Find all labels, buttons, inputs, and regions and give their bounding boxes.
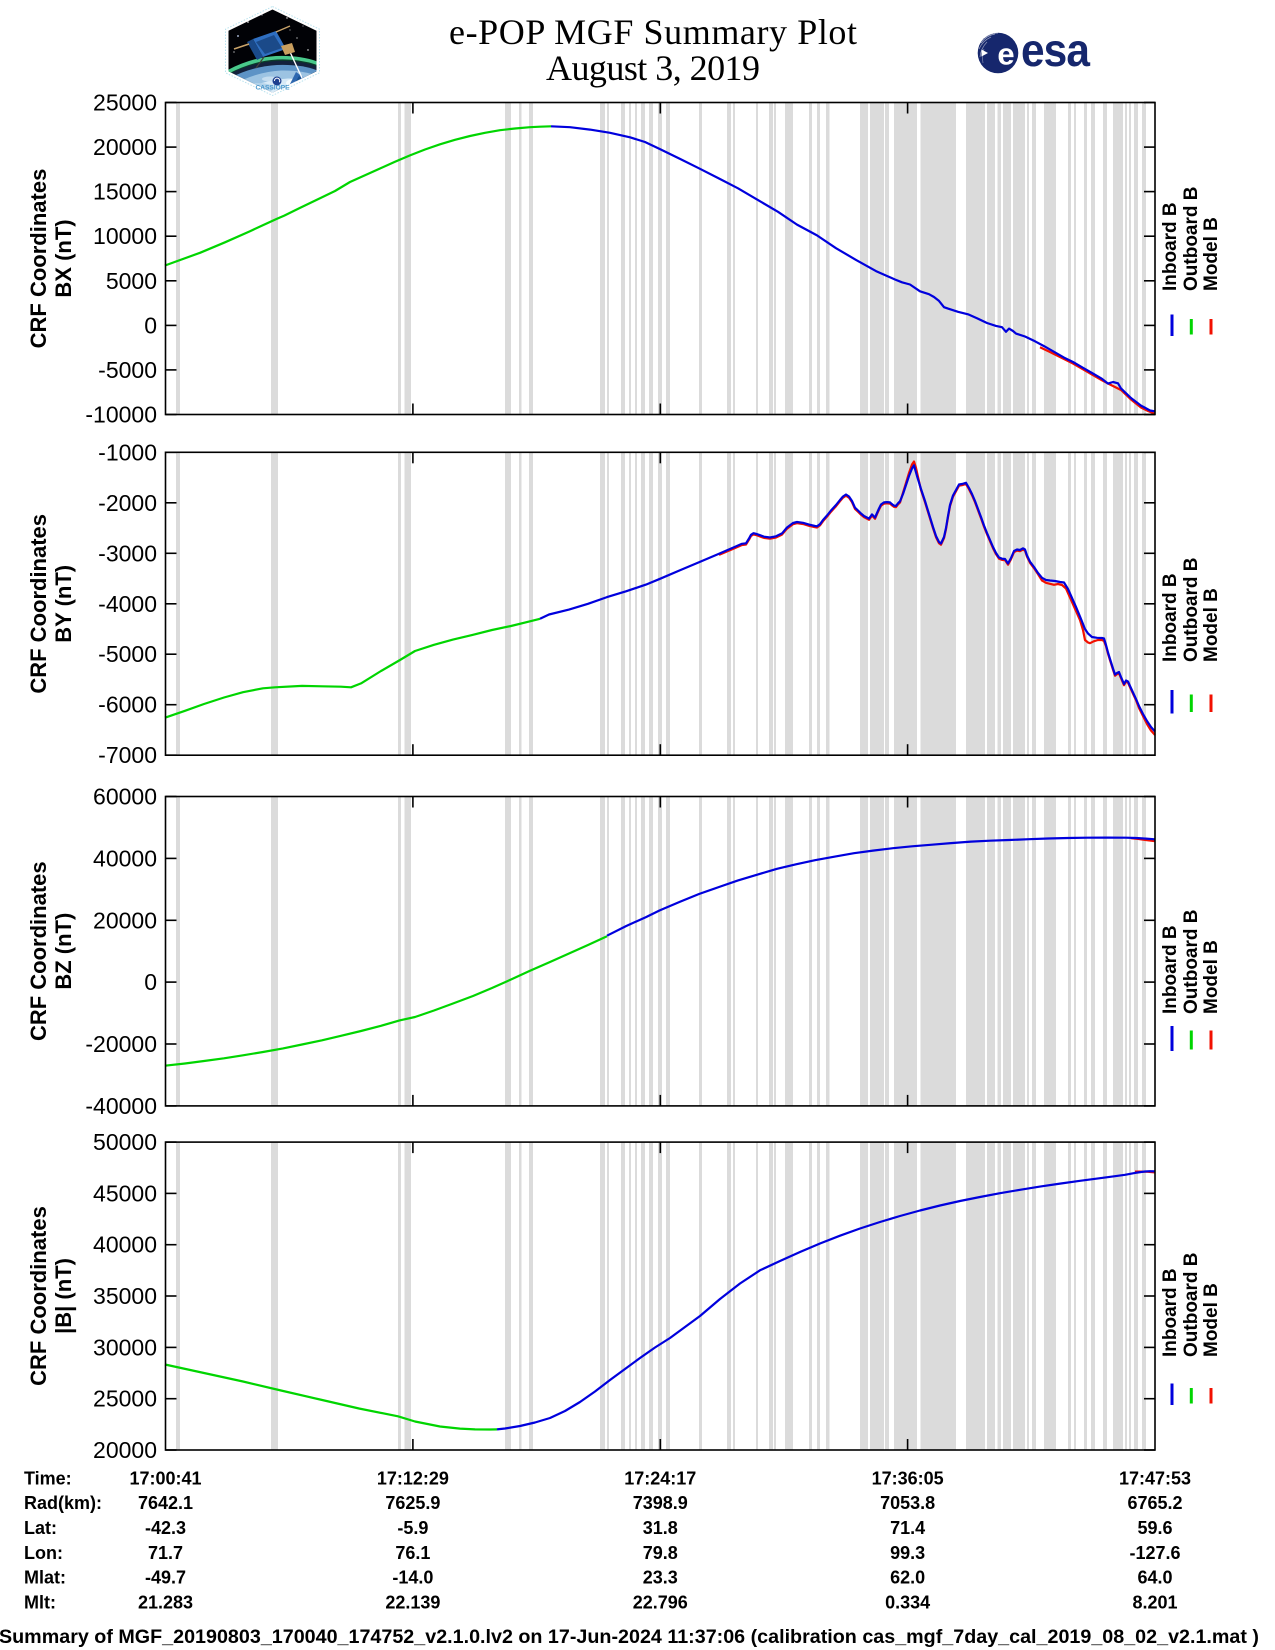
svg-text:Summary of MGF_20190803_170040: Summary of MGF_20190803_170040_174752_v2…	[0, 1627, 1259, 1648]
svg-text:CRF Coordinates: CRF Coordinates	[26, 1206, 51, 1386]
svg-text:-127.6: -127.6	[1129, 1543, 1180, 1563]
svg-text:20000: 20000	[93, 907, 157, 933]
svg-text:71.4: 71.4	[890, 1518, 925, 1538]
svg-text:Inboard B: Inboard B	[1160, 573, 1181, 662]
svg-text:Lon:: Lon:	[24, 1543, 63, 1563]
svg-text:Mlt:: Mlt:	[24, 1592, 56, 1612]
svg-text:23.3: 23.3	[643, 1568, 678, 1588]
svg-text:10000: 10000	[93, 223, 157, 249]
svg-text:-5.9: -5.9	[397, 1518, 428, 1538]
svg-text:Outboard B: Outboard B	[1181, 187, 1202, 292]
svg-text:BZ (nT): BZ (nT)	[51, 913, 76, 990]
svg-text:Inboard B: Inboard B	[1160, 1268, 1181, 1357]
svg-text:21.283: 21.283	[138, 1592, 193, 1612]
svg-text:17:36:05: 17:36:05	[872, 1468, 944, 1488]
svg-text:31.8: 31.8	[643, 1518, 678, 1538]
svg-text:esa: esa	[1021, 24, 1090, 76]
svg-text:Mlat:: Mlat:	[24, 1568, 66, 1588]
svg-text:Rad(km):: Rad(km):	[24, 1493, 102, 1513]
svg-text:17:24:17: 17:24:17	[624, 1468, 696, 1488]
svg-text:60000: 60000	[93, 784, 157, 810]
svg-text:e: e	[997, 37, 1014, 72]
svg-text:-6000: -6000	[98, 692, 157, 718]
svg-text:BY (nT): BY (nT)	[51, 565, 76, 643]
svg-text:-3000: -3000	[98, 540, 157, 566]
svg-text:22.796: 22.796	[633, 1592, 688, 1612]
svg-text:Model B: Model B	[1201, 217, 1222, 291]
svg-text:CASSIOPE: CASSIOPE	[256, 86, 290, 92]
svg-text:0.334: 0.334	[885, 1592, 930, 1612]
svg-text:BX (nT): BX (nT)	[51, 219, 76, 297]
svg-text:CRF Coordinates: CRF Coordinates	[26, 514, 51, 694]
svg-text:-42.3: -42.3	[145, 1518, 186, 1538]
svg-text:59.6: 59.6	[1137, 1518, 1172, 1538]
svg-text:15000: 15000	[93, 179, 157, 205]
svg-text:0: 0	[144, 312, 157, 338]
svg-text:76.1: 76.1	[395, 1543, 430, 1563]
svg-text:Model B: Model B	[1201, 588, 1222, 662]
svg-text:7053.8: 7053.8	[880, 1493, 935, 1513]
svg-text:25000: 25000	[93, 1386, 157, 1412]
svg-text:-2000: -2000	[98, 490, 157, 516]
svg-text:7642.1: 7642.1	[138, 1493, 193, 1513]
svg-text:20000: 20000	[93, 1437, 157, 1463]
svg-text:e-POP MGF Summary Plot: e-POP MGF Summary Plot	[449, 12, 857, 52]
svg-text:17:12:29: 17:12:29	[377, 1468, 449, 1488]
svg-text:Inboard B: Inboard B	[1160, 925, 1181, 1014]
svg-text:-10000: -10000	[85, 402, 157, 428]
svg-text:Outboard B: Outboard B	[1181, 558, 1202, 663]
svg-text:Inboard B: Inboard B	[1160, 202, 1181, 291]
svg-text:Time:: Time:	[24, 1468, 72, 1488]
svg-text:Outboard B: Outboard B	[1181, 910, 1202, 1015]
svg-text:17:47:53: 17:47:53	[1119, 1468, 1191, 1488]
svg-text:-5000: -5000	[98, 357, 157, 383]
svg-text:-14.0: -14.0	[392, 1568, 433, 1588]
svg-text:8.201: 8.201	[1132, 1592, 1177, 1612]
svg-text:17:00:41: 17:00:41	[129, 1468, 201, 1488]
svg-text:6765.2: 6765.2	[1127, 1493, 1182, 1513]
svg-text:0: 0	[144, 969, 157, 995]
svg-text:-1000: -1000	[98, 439, 157, 465]
svg-text:-4000: -4000	[98, 591, 157, 617]
svg-text:-49.7: -49.7	[145, 1568, 186, 1588]
svg-text:35000: 35000	[93, 1283, 157, 1309]
svg-text:-40000: -40000	[85, 1093, 157, 1119]
svg-text:71.7: 71.7	[148, 1543, 183, 1563]
svg-text:August 3, 2019: August 3, 2019	[546, 48, 760, 88]
svg-text:-20000: -20000	[85, 1031, 157, 1057]
svg-text:20000: 20000	[93, 134, 157, 160]
svg-text:CRF Coordinates: CRF Coordinates	[26, 169, 51, 349]
svg-text:5000: 5000	[106, 268, 157, 294]
svg-text:22.139: 22.139	[385, 1592, 440, 1612]
svg-text:99.3: 99.3	[890, 1543, 925, 1563]
svg-text:79.8: 79.8	[643, 1543, 678, 1563]
svg-text:7625.9: 7625.9	[385, 1493, 440, 1513]
svg-text:|B| (nT): |B| (nT)	[51, 1258, 76, 1334]
svg-text:40000: 40000	[93, 1232, 157, 1258]
svg-text:64.0: 64.0	[1137, 1568, 1172, 1588]
svg-text:40000: 40000	[93, 845, 157, 871]
svg-text:7398.9: 7398.9	[633, 1493, 688, 1513]
svg-text:Lat:: Lat:	[24, 1518, 57, 1538]
svg-text:62.0: 62.0	[890, 1568, 925, 1588]
svg-text:Outboard B: Outboard B	[1181, 1253, 1202, 1358]
svg-text:Model B: Model B	[1201, 940, 1222, 1014]
svg-text:50000: 50000	[93, 1129, 157, 1155]
svg-text:Model B: Model B	[1201, 1283, 1222, 1357]
svg-text:45000: 45000	[93, 1180, 157, 1206]
svg-text:-7000: -7000	[98, 742, 157, 768]
svg-text:CRF Coordinates: CRF Coordinates	[26, 861, 51, 1041]
svg-text:30000: 30000	[93, 1334, 157, 1360]
svg-text:25000: 25000	[93, 90, 157, 116]
svg-text:-5000: -5000	[98, 641, 157, 667]
